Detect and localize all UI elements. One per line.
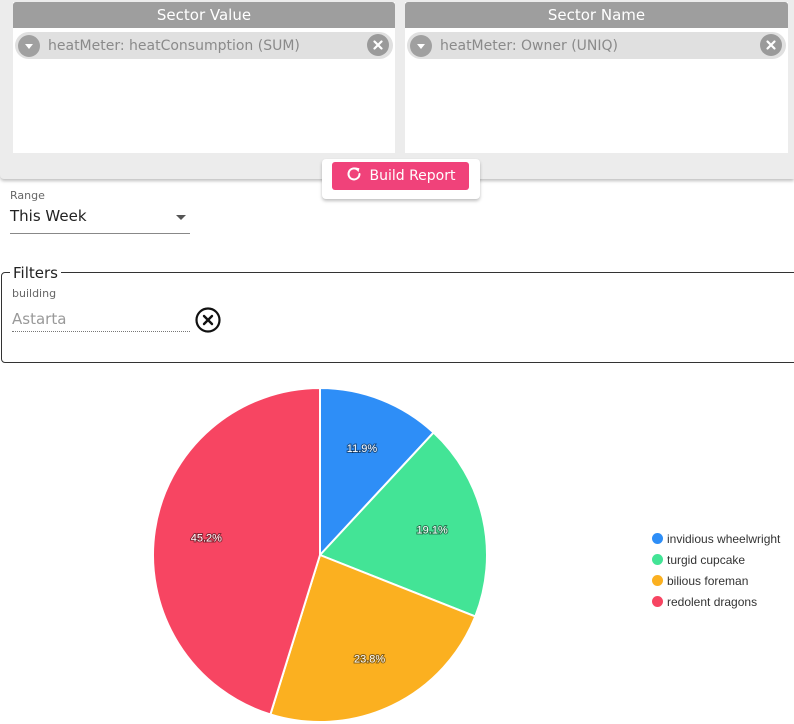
range-select[interactable]: This Week bbox=[10, 207, 190, 234]
legend-swatch bbox=[652, 575, 663, 586]
chart-legend: invidious wheelwright turgid cupcake bilio… bbox=[652, 528, 780, 612]
pie-slice[interactable] bbox=[319, 386, 435, 558]
sector-name-chip[interactable]: heatMeter: Owner (UNIQ) bbox=[407, 32, 786, 59]
legend-item[interactable]: redolent dragons bbox=[652, 591, 780, 612]
slice-label: 19.1% bbox=[417, 525, 448, 537]
legend-swatch bbox=[652, 596, 663, 607]
dropdown-caret-icon bbox=[176, 215, 186, 220]
legend-swatch bbox=[652, 554, 663, 565]
pie-slice[interactable] bbox=[269, 553, 477, 723]
sector-value-section: Sector Value heatMeter: heatConsumption … bbox=[13, 2, 395, 153]
sector-name-section: Sector Name heatMeter: Owner (UNIQ) bbox=[405, 2, 788, 153]
sector-name-chip-label: heatMeter: Owner (UNIQ) bbox=[440, 37, 618, 54]
chevron-down-icon[interactable] bbox=[410, 34, 432, 57]
clear-circle-icon[interactable] bbox=[194, 306, 222, 334]
legend-item[interactable]: bilious foreman bbox=[652, 570, 780, 591]
build-report-container: Build Report bbox=[322, 159, 480, 199]
building-filter-label: building bbox=[12, 287, 57, 300]
pie-chart: 11.9% 19.1% 23.8% 45.2% bbox=[152, 386, 488, 723]
close-icon[interactable] bbox=[760, 34, 782, 56]
chevron-down-icon[interactable] bbox=[18, 34, 40, 57]
legend-item[interactable]: invidious wheelwright bbox=[652, 528, 780, 549]
legend-label: bilious foreman bbox=[667, 573, 749, 588]
legend-swatch bbox=[652, 533, 663, 544]
building-filter-input[interactable] bbox=[12, 307, 190, 332]
sector-name-header: Sector Name bbox=[405, 2, 788, 28]
slice-label: 23.8% bbox=[354, 654, 385, 666]
build-report-button[interactable]: Build Report bbox=[332, 162, 469, 190]
legend-label: invidious wheelwright bbox=[667, 531, 781, 546]
report-config-panel: Sector Value heatMeter: heatConsumption … bbox=[0, 0, 794, 179]
sector-value-header: Sector Value bbox=[13, 2, 395, 28]
range-label: Range bbox=[10, 189, 45, 202]
refresh-icon bbox=[345, 165, 363, 187]
build-report-label: Build Report bbox=[369, 168, 456, 184]
close-icon[interactable] bbox=[367, 34, 389, 56]
sector-value-chip-label: heatMeter: heatConsumption (SUM) bbox=[48, 37, 300, 54]
slice-label: 11.9% bbox=[347, 443, 378, 455]
legend-label: redolent dragons bbox=[667, 594, 758, 609]
legend-label: turgid cupcake bbox=[667, 552, 746, 567]
legend-item[interactable]: turgid cupcake bbox=[652, 549, 780, 570]
filters-legend: Filters bbox=[10, 264, 61, 282]
slice-label: 45.2% bbox=[191, 533, 222, 545]
pie-slice[interactable] bbox=[152, 386, 321, 716]
sector-value-chip[interactable]: heatMeter: heatConsumption (SUM) bbox=[15, 32, 393, 59]
range-selected-value: This Week bbox=[10, 207, 87, 225]
filters-fieldset: Filters building bbox=[1, 264, 794, 363]
